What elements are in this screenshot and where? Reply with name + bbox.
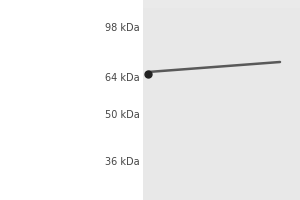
- Bar: [143, 0, 300, 8]
- Bar: [143, 0, 300, 200]
- Text: 36 kDa: 36 kDa: [105, 157, 140, 167]
- Text: 50 kDa: 50 kDa: [105, 110, 140, 120]
- Text: 98 kDa: 98 kDa: [105, 23, 140, 33]
- Text: 64 kDa: 64 kDa: [105, 73, 140, 83]
